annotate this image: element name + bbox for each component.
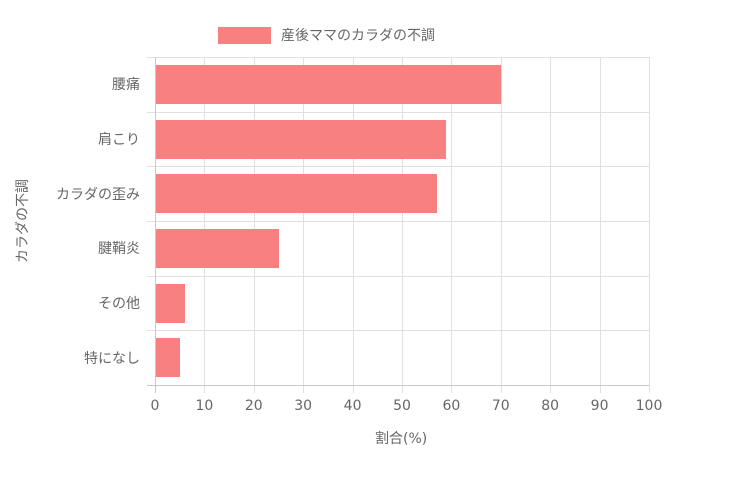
legend-label: 産後ママのカラダの不調: [281, 28, 435, 44]
vertical-gridline: [649, 57, 650, 393]
y-category-label: その他: [98, 296, 140, 312]
x-tick-label: 60: [442, 398, 461, 414]
horizontal-gridline: [147, 275, 649, 277]
vertical-gridline: [253, 57, 255, 393]
y-axis-title: カラダの不調: [15, 179, 31, 263]
plot-area: [147, 57, 650, 393]
vertical-gridline: [402, 57, 403, 393]
horizontal-gridline: [147, 166, 649, 168]
y-category-label: カラダの歪み: [56, 186, 140, 203]
vertical-gridline: [204, 57, 206, 393]
x-tick-label: 50: [393, 398, 411, 414]
x-tick-label: 20: [244, 398, 263, 414]
x-tick-label: 70: [491, 398, 510, 414]
bar[interactable]: [156, 119, 447, 159]
bar[interactable]: [156, 174, 437, 214]
legend[interactable]: 産後ママのカラダの不調: [218, 25, 435, 45]
x-tick-label: 90: [590, 398, 609, 414]
x-tick-label: 0: [150, 398, 160, 414]
vertical-gridline: [500, 57, 502, 393]
x-tick-label: 100: [635, 398, 663, 414]
vertical-gridline: [303, 57, 305, 393]
horizontal-gridline: [147, 57, 649, 58]
y-category-label: 肩こり: [98, 132, 140, 148]
horizontal-gridline: [147, 221, 649, 222]
y-axis-line: [155, 57, 156, 393]
bar[interactable]: [156, 228, 279, 268]
x-tick-label: 10: [195, 398, 214, 414]
y-category-label: 特になし: [84, 350, 140, 367]
x-tick-label: 40: [343, 398, 362, 414]
bar[interactable]: [156, 64, 501, 104]
vertical-gridline: [352, 57, 354, 393]
y-category-label: 腱鞘炎: [98, 241, 140, 258]
x-tick-label: 30: [294, 398, 313, 414]
bar[interactable]: [156, 283, 185, 323]
bar[interactable]: [156, 338, 180, 378]
legend-swatch: [218, 26, 271, 44]
horizontal-gridline: [147, 111, 649, 113]
x-axis-line: [147, 385, 649, 386]
vertical-gridline: [550, 57, 552, 393]
x-tick-label: 80: [541, 398, 560, 414]
vertical-gridline: [599, 57, 601, 393]
x-axis-title: 割合(%): [375, 431, 428, 447]
vertical-gridline: [451, 57, 453, 393]
y-category-label: 腰痛: [112, 77, 140, 94]
horizontal-gridline: [147, 330, 649, 332]
